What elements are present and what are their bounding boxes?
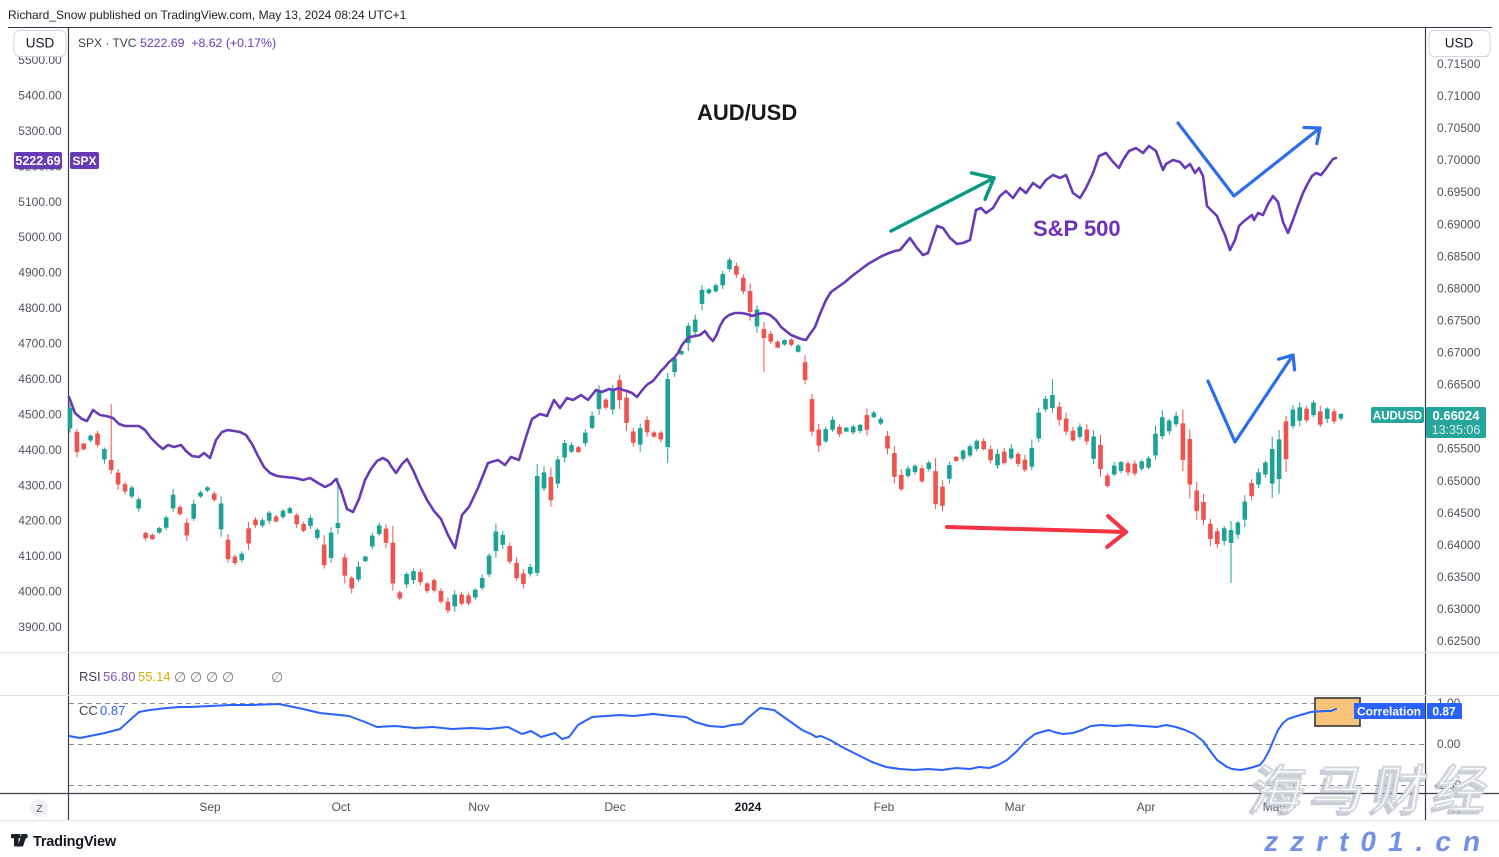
svg-text:USD: USD [26, 36, 55, 51]
svg-text:5222.69: 5222.69 [15, 154, 60, 168]
svg-text:海马财经: 海马财经 [1247, 762, 1499, 820]
svg-text:zzrt01.cn: zzrt01.cn [1262, 825, 1495, 857]
svg-text:4500.00: 4500.00 [18, 407, 62, 421]
svg-text:∅: ∅ [271, 669, 283, 685]
svg-text:0.71000: 0.71000 [1437, 89, 1481, 103]
svg-text:0.66500: 0.66500 [1437, 378, 1481, 392]
svg-text:4400.00: 4400.00 [18, 443, 62, 457]
svg-text:4300.00: 4300.00 [18, 478, 62, 492]
svg-text:4100.00: 4100.00 [18, 549, 62, 563]
svg-text:4700.00: 4700.00 [18, 337, 62, 351]
svg-text:0.67500: 0.67500 [1437, 314, 1481, 328]
svg-text:∅: ∅ [222, 669, 234, 685]
svg-text:USD: USD [1445, 36, 1474, 51]
svg-text:0.87: 0.87 [100, 703, 125, 718]
svg-text:zzrt01.cn: zzrt01.cn [1264, 827, 1497, 857]
svg-text:4900.00: 4900.00 [18, 266, 62, 280]
svg-text:0.71500: 0.71500 [1437, 57, 1481, 71]
svg-text:0.63500: 0.63500 [1437, 570, 1481, 584]
svg-text:Dec: Dec [604, 800, 625, 814]
svg-text:A: A [1452, 804, 1460, 816]
svg-text:0.00: 0.00 [1437, 737, 1461, 751]
svg-text:0.69000: 0.69000 [1437, 217, 1481, 231]
svg-text:0.66024: 0.66024 [1433, 408, 1481, 423]
svg-text:3900.00: 3900.00 [18, 620, 62, 634]
svg-text:0.69500: 0.69500 [1437, 185, 1481, 199]
svg-text:Apr: Apr [1137, 800, 1156, 814]
svg-text:56.80: 56.80 [103, 669, 136, 684]
svg-text:Sep: Sep [199, 800, 221, 814]
svg-text:5222.69 +8.62 (+0.17%): 5222.69 +8.62 (+0.17%) [140, 36, 276, 50]
svg-text:Correlation: Correlation [1357, 705, 1421, 719]
svg-text:4800.00: 4800.00 [18, 301, 62, 315]
svg-text:Oct: Oct [332, 800, 351, 814]
svg-text:S&P 500: S&P 500 [1033, 216, 1121, 241]
svg-text:2024: 2024 [735, 800, 762, 814]
svg-text:0.64500: 0.64500 [1437, 506, 1481, 520]
svg-text:Feb: Feb [874, 800, 895, 814]
svg-text:-1.00: -1.00 [1434, 778, 1462, 792]
svg-text:0.67000: 0.67000 [1437, 346, 1481, 360]
svg-text:AUD/USD: AUD/USD [697, 100, 797, 125]
svg-text:Nov: Nov [468, 800, 489, 814]
svg-text:Mar: Mar [1005, 800, 1026, 814]
svg-text:55.14: 55.14 [138, 669, 171, 684]
svg-text:4200.00: 4200.00 [18, 514, 62, 528]
svg-text:0.64000: 0.64000 [1437, 538, 1481, 552]
svg-text:∅: ∅ [190, 669, 202, 685]
svg-text:TradingView: TradingView [33, 834, 117, 850]
svg-text:0.62500: 0.62500 [1437, 634, 1481, 648]
svg-text:0.65000: 0.65000 [1437, 474, 1481, 488]
svg-text:4600.00: 4600.00 [18, 372, 62, 386]
svg-text:0.70500: 0.70500 [1437, 121, 1481, 135]
svg-text:0.63000: 0.63000 [1437, 602, 1481, 616]
svg-text:May: May [1263, 800, 1286, 814]
svg-text:4000.00: 4000.00 [18, 585, 62, 599]
svg-text:∅: ∅ [174, 669, 186, 685]
svg-text:5400.00: 5400.00 [18, 88, 62, 102]
svg-text:0.65500: 0.65500 [1437, 442, 1481, 456]
svg-text:Richard_Snow published on Trad: Richard_Snow published on TradingView.co… [8, 8, 407, 22]
svg-text:13:35:06: 13:35:06 [1432, 423, 1481, 437]
svg-text:5000.00: 5000.00 [18, 230, 62, 244]
svg-text:0.68000: 0.68000 [1437, 281, 1481, 295]
svg-text:海马财经: 海马财经 [1244, 765, 1498, 823]
svg-text:0.87: 0.87 [1432, 705, 1456, 719]
svg-text:RSI: RSI [79, 669, 101, 684]
svg-text:CC: CC [79, 703, 98, 718]
svg-text:SPX · TVC: SPX · TVC [78, 36, 137, 50]
svg-text:SPX: SPX [72, 154, 96, 168]
svg-text:5100.00: 5100.00 [18, 195, 62, 209]
svg-text:0.70000: 0.70000 [1437, 153, 1481, 167]
svg-text:∅: ∅ [206, 669, 218, 685]
svg-text:Z: Z [36, 803, 43, 815]
svg-text:AUDUSD: AUDUSD [1373, 411, 1422, 423]
svg-text:0.68500: 0.68500 [1437, 249, 1481, 263]
svg-text:5300.00: 5300.00 [18, 124, 62, 138]
